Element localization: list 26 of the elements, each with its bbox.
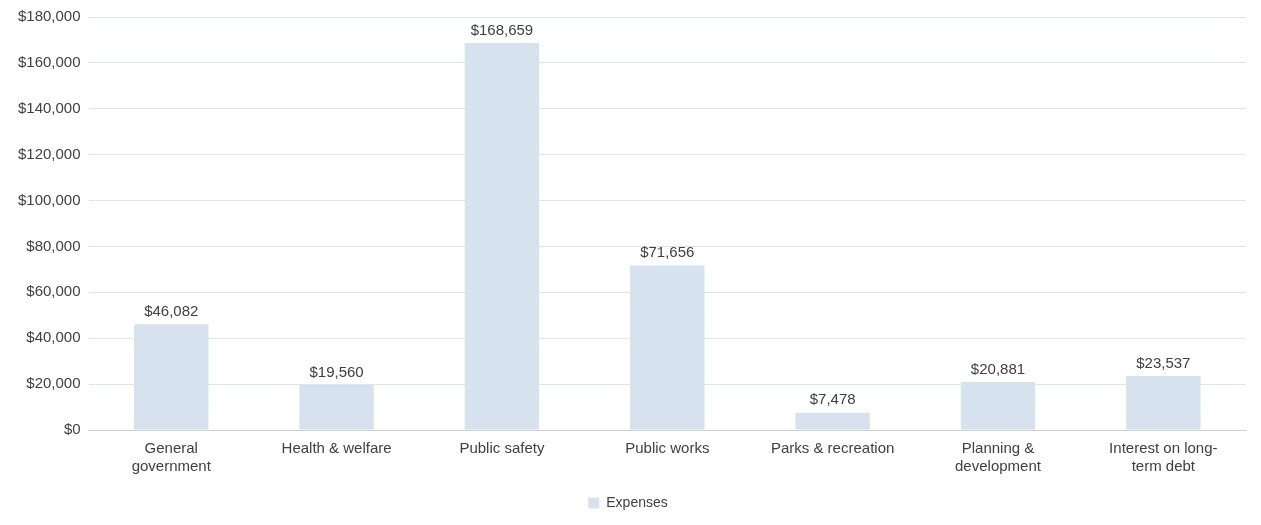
x-tick-label: Interest on long-term debt bbox=[1109, 439, 1218, 475]
data-label: $168,659 bbox=[470, 20, 534, 38]
data-label: $19,560 bbox=[309, 362, 364, 380]
legend-label: Expenses bbox=[606, 493, 668, 510]
bar bbox=[795, 412, 870, 430]
y-tick-label: $140,000 bbox=[17, 98, 81, 116]
x-tick-label: Public safety bbox=[459, 439, 545, 457]
y-tick-label: $180,000 bbox=[17, 7, 81, 25]
y-tick-label: $160,000 bbox=[17, 53, 81, 71]
y-tick-label: $100,000 bbox=[17, 190, 81, 208]
x-tick-label: Public works bbox=[625, 439, 710, 457]
y-tick-label: $40,000 bbox=[26, 328, 81, 346]
y-tick-label: $80,000 bbox=[26, 236, 81, 254]
y-tick-label: $0 bbox=[63, 420, 81, 438]
x-tick-label: Planning & development bbox=[955, 439, 1042, 475]
y-tick-label: $120,000 bbox=[17, 144, 81, 162]
x-tick-label: General government bbox=[131, 439, 212, 475]
data-label: $7,478 bbox=[809, 390, 856, 408]
x-tick-label: Parks & recreation bbox=[770, 439, 895, 457]
data-label: $23,537 bbox=[1136, 353, 1191, 371]
data-label: $20,881 bbox=[970, 359, 1026, 377]
y-tick-label: $60,000 bbox=[26, 282, 81, 300]
y-tick-label: $20,000 bbox=[26, 374, 81, 392]
data-label: $71,656 bbox=[640, 243, 695, 261]
data-label: $46,082 bbox=[144, 301, 199, 319]
x-tick-label: Health & welfare bbox=[281, 439, 392, 457]
